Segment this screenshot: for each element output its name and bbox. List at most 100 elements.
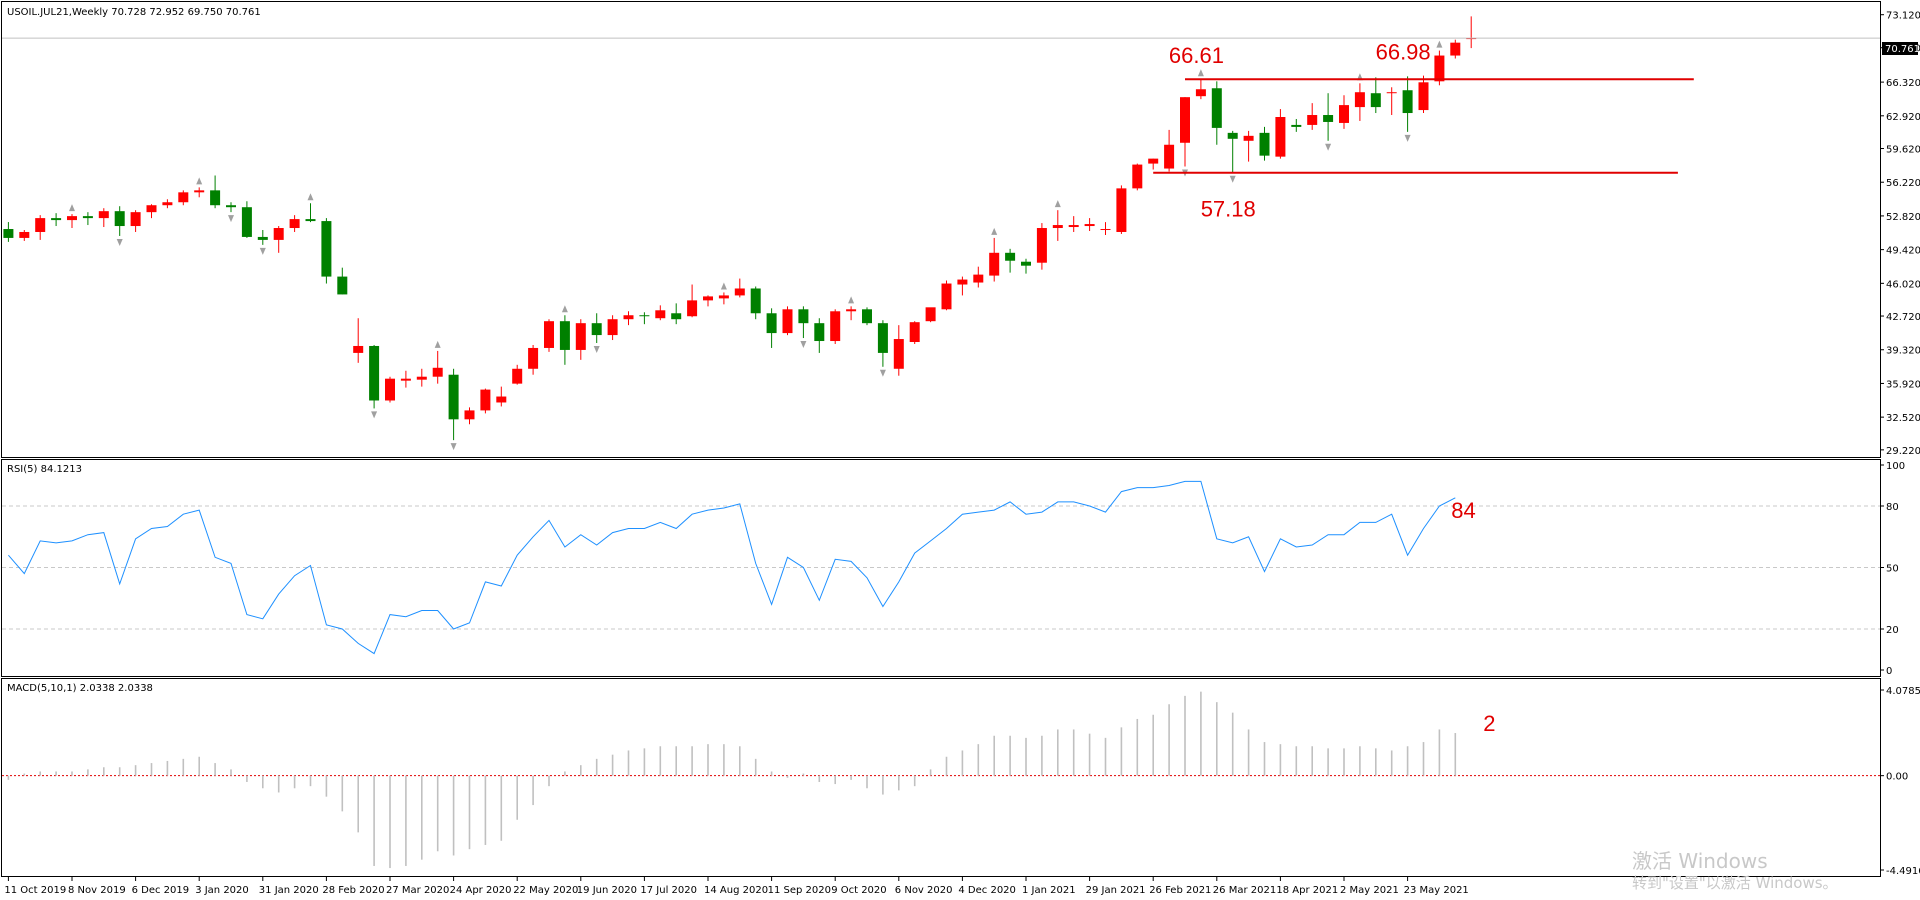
candle-body bbox=[257, 236, 268, 240]
time-tick-label: 26 Feb 2021 bbox=[1149, 885, 1211, 896]
fractal-up-marker bbox=[1197, 69, 1204, 77]
fractal-up-marker bbox=[1054, 200, 1061, 208]
rsi-tick-label: 0 bbox=[1886, 666, 1892, 677]
candle-body bbox=[925, 307, 936, 322]
candle-body bbox=[289, 219, 300, 229]
candle-body bbox=[1084, 224, 1095, 227]
time-tick-label: 1 Jan 2021 bbox=[1022, 885, 1076, 896]
candle-body bbox=[862, 309, 872, 324]
candle-body bbox=[273, 228, 284, 240]
price-tick-label: 62.920 bbox=[1886, 112, 1920, 123]
price-tick-label: 32.520 bbox=[1886, 413, 1920, 424]
time-tick-label: 22 May 2020 bbox=[513, 885, 578, 896]
candle-body bbox=[1116, 188, 1127, 232]
candle-body bbox=[496, 396, 507, 403]
time-tick-label: 9 Oct 2020 bbox=[831, 885, 886, 896]
rsi-tick-label: 20 bbox=[1886, 625, 1899, 636]
macd-indicator: 4.0785 0.00 -4.4916 2 bbox=[2, 686, 1920, 877]
time-tick-label: 3 Jan 2020 bbox=[195, 885, 249, 896]
price-panel-title: USOIL.JUL21,Weekly 70.728 72.952 69.750 … bbox=[7, 7, 261, 18]
candle-body bbox=[114, 211, 125, 227]
time-tick-label: 8 Nov 2019 bbox=[68, 885, 126, 896]
fractal-up-marker bbox=[434, 340, 441, 348]
candle-body bbox=[655, 310, 666, 319]
candle-body bbox=[1180, 97, 1190, 143]
candle-body bbox=[877, 323, 888, 353]
candle-body bbox=[687, 300, 698, 317]
candle-body bbox=[241, 207, 252, 237]
rsi-tick-label: 80 bbox=[1886, 502, 1899, 513]
fractal-up-marker bbox=[69, 204, 75, 212]
price-tick-label: 56.220 bbox=[1886, 178, 1920, 189]
fractal-down-marker bbox=[116, 238, 123, 246]
candle-body bbox=[353, 345, 364, 353]
candle-body bbox=[1402, 90, 1413, 114]
candle-body bbox=[830, 311, 841, 342]
candle-body bbox=[1227, 132, 1238, 139]
candle-body bbox=[1259, 132, 1270, 156]
fractal-down-marker bbox=[1229, 175, 1236, 183]
time-tick-label: 4 Dec 2020 bbox=[958, 885, 1016, 896]
fractal-up-marker bbox=[991, 227, 998, 235]
fractal-down-marker bbox=[800, 341, 807, 349]
candle-body bbox=[1339, 105, 1349, 123]
candle-body bbox=[734, 288, 745, 296]
candle-body bbox=[416, 376, 427, 380]
time-tick-label: 18 Apr 2021 bbox=[1276, 885, 1338, 896]
candle-body bbox=[337, 276, 348, 295]
time-tick-label: 19 Jun 2020 bbox=[577, 885, 637, 896]
candle-body bbox=[82, 216, 93, 219]
rsi-tick-label: 100 bbox=[1886, 461, 1905, 472]
candle-body bbox=[750, 288, 761, 314]
candle-body bbox=[226, 205, 236, 208]
fractal-down-marker bbox=[1404, 134, 1411, 142]
candle-body bbox=[480, 389, 491, 411]
fractal-down-marker bbox=[259, 247, 266, 255]
candle-body bbox=[162, 202, 173, 206]
macd-tick-label: -4.4916 bbox=[1886, 866, 1920, 877]
fractal-down-marker bbox=[450, 443, 457, 451]
candle-body bbox=[893, 339, 904, 369]
candle-body bbox=[814, 323, 825, 342]
fractal-up-marker bbox=[1436, 40, 1443, 48]
candle-body bbox=[1307, 115, 1318, 125]
price-annotation: 66.61 bbox=[1169, 43, 1224, 68]
candle-body bbox=[973, 274, 984, 283]
time-tick-label: 11 Sep 2020 bbox=[768, 885, 831, 896]
time-tick-label: 17 Jul 2020 bbox=[640, 885, 697, 896]
fractal-up-marker bbox=[720, 282, 727, 290]
candle-body bbox=[1100, 229, 1111, 231]
time-tick-label: 14 Aug 2020 bbox=[704, 885, 768, 896]
candle-body bbox=[400, 378, 411, 381]
candle-body bbox=[512, 368, 523, 384]
candle-body bbox=[448, 374, 459, 420]
candle-body bbox=[1132, 164, 1143, 189]
macd-tick-label: 4.0785 bbox=[1886, 686, 1920, 697]
candle-body bbox=[305, 219, 316, 222]
watermark-line2: 转到"设置"以激活 Windows。 bbox=[1632, 874, 1838, 892]
macd-annotation: 2 bbox=[1483, 711, 1495, 736]
candle-body bbox=[98, 211, 109, 219]
watermark-line1: 激活 Windows bbox=[1632, 849, 1768, 873]
current-price-label: 70.761 bbox=[1885, 44, 1920, 55]
time-tick-label: 2 May 2021 bbox=[1340, 885, 1399, 896]
candle-body bbox=[639, 315, 650, 317]
candle-body bbox=[703, 296, 713, 301]
candle-body bbox=[1164, 144, 1175, 169]
fractal-up-marker bbox=[196, 177, 203, 185]
candle-body bbox=[766, 313, 777, 334]
candle-body bbox=[1386, 92, 1397, 94]
rsi-panel-title: RSI(5) 84.1213 bbox=[7, 464, 82, 475]
rsi-tick-label: 50 bbox=[1886, 564, 1899, 575]
price-tick-label: 35.920 bbox=[1886, 379, 1920, 390]
candle-body bbox=[671, 313, 682, 320]
candle-body bbox=[718, 295, 729, 299]
candle-body bbox=[591, 323, 602, 336]
candle-body bbox=[1148, 158, 1159, 164]
price-annotation: 66.98 bbox=[1376, 40, 1431, 65]
candle-body bbox=[782, 309, 793, 334]
time-tick-label: 11 Oct 2019 bbox=[4, 885, 66, 896]
